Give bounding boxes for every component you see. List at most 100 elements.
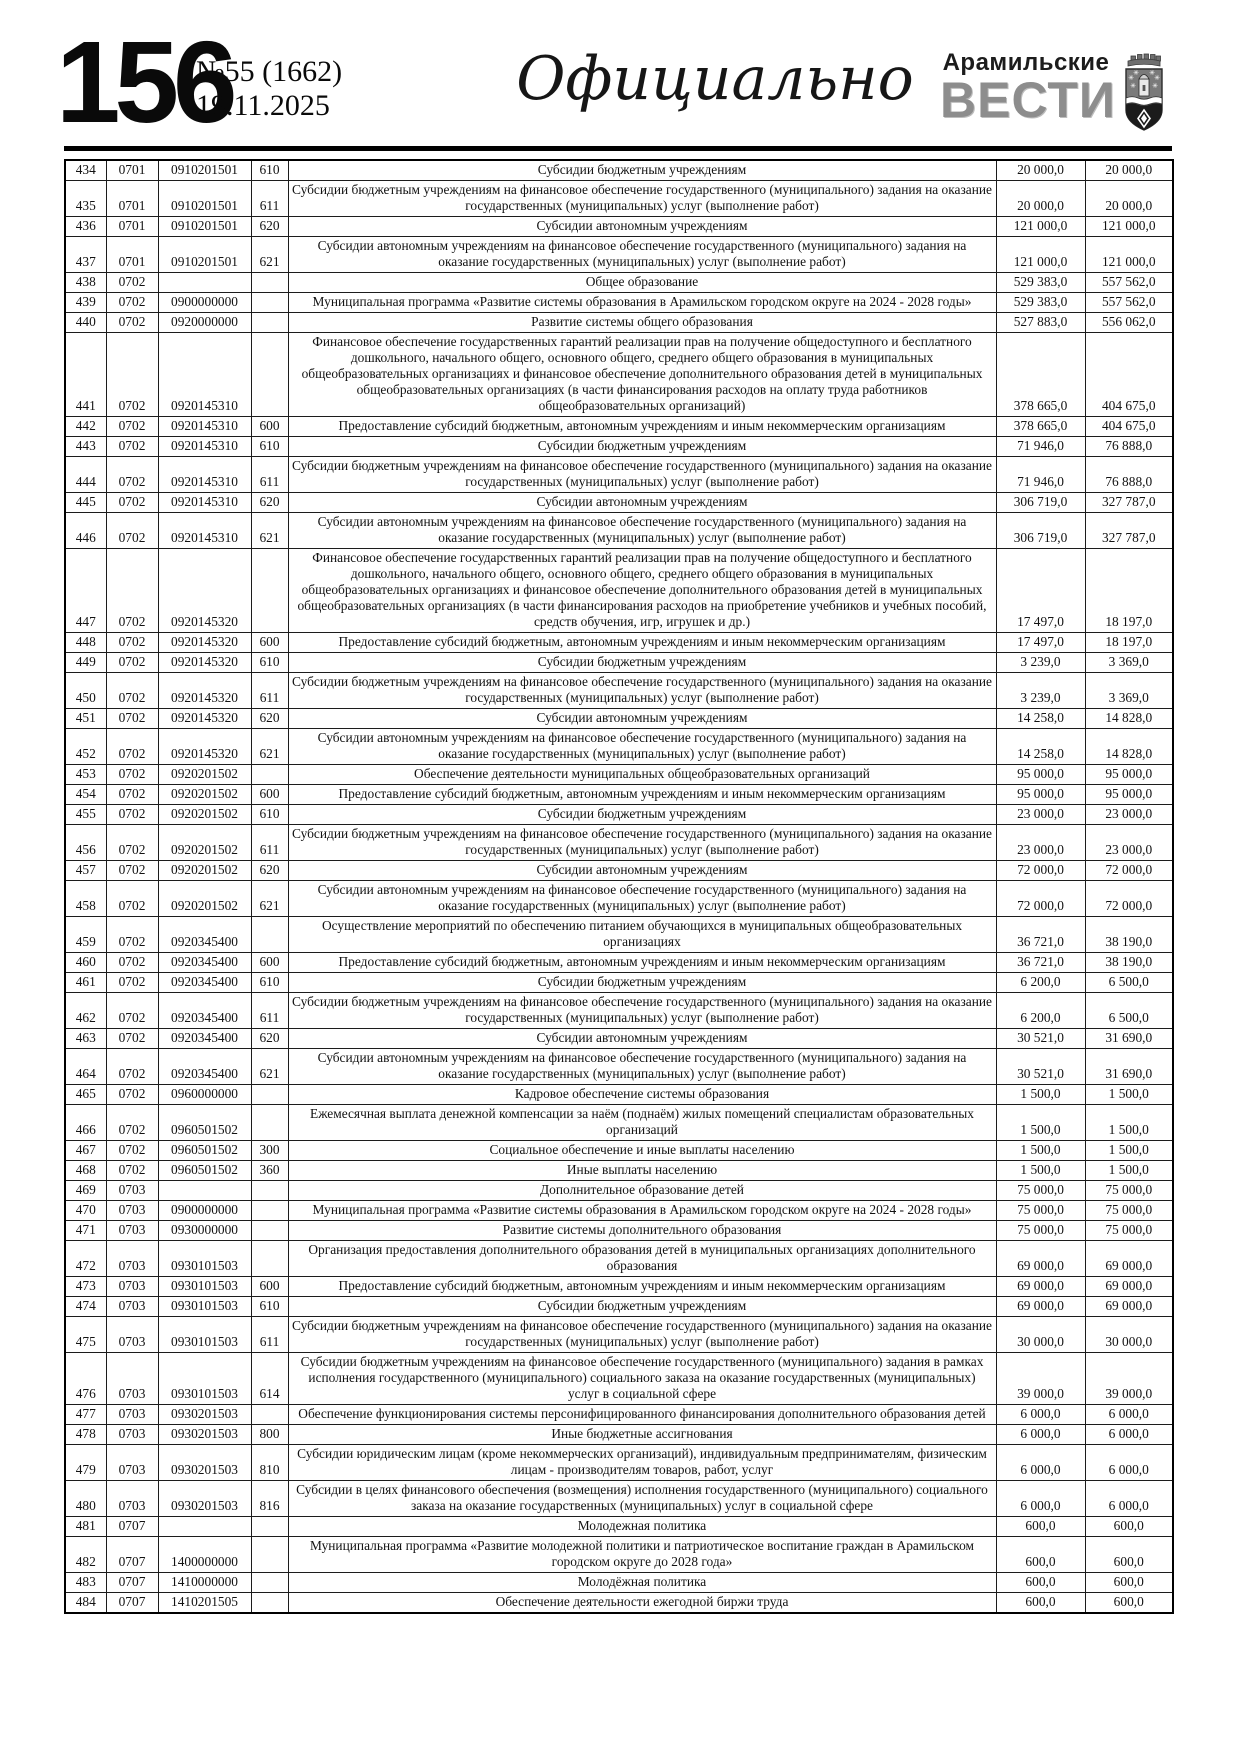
- amount-2-cell: 600,0: [1084, 1516, 1174, 1537]
- expense-type-code-cell: [250, 1572, 289, 1593]
- target-article-code-cell: 0930201503: [157, 1480, 252, 1517]
- amount-1-cell: 95 000,0: [995, 784, 1086, 805]
- amount-2-cell: 39 000,0: [1084, 1352, 1174, 1405]
- budget-table-row: 445 0702 0920145310 620 Субсидии автономным …: [64, 492, 1174, 513]
- expense-type-code-cell: [250, 292, 289, 313]
- expense-type-code-cell: 600: [250, 416, 289, 437]
- section-code-cell: 0702: [105, 764, 159, 785]
- expense-type-code-cell: 810: [250, 1444, 289, 1481]
- expense-type-code-cell: 610: [250, 159, 289, 181]
- amount-1-cell: 6 200,0: [995, 972, 1086, 993]
- amount-1-cell: 75 000,0: [995, 1180, 1086, 1201]
- amount-1-cell: 6 000,0: [995, 1480, 1086, 1517]
- target-article-code-cell: 0920145310: [157, 436, 252, 457]
- row-number-cell: 455: [64, 804, 107, 825]
- target-article-code-cell: 0920145320: [157, 728, 252, 765]
- amount-1-cell: 306 719,0: [995, 492, 1086, 513]
- section-code-cell: 0702: [105, 784, 159, 805]
- budget-table-row: 483 0707 1410000000 Молодёжная политика 600,…: [64, 1572, 1174, 1593]
- expense-description-cell: Субсидии бюджетным учреждениям: [287, 804, 997, 825]
- expense-description-cell: Субсидии автономным учреждениям на финан…: [287, 512, 997, 549]
- budget-table-row: 472 0703 0930101503 Организация предоставле…: [64, 1240, 1174, 1277]
- section-code-cell: 0702: [105, 1084, 159, 1105]
- expense-type-code-cell: 621: [250, 236, 289, 273]
- expense-type-code-cell: 816: [250, 1480, 289, 1517]
- section-code-cell: 0702: [105, 436, 159, 457]
- section-code-cell: 0702: [105, 332, 159, 417]
- expense-description-cell: Субсидии бюджетным учреждениям на финанс…: [287, 1316, 997, 1353]
- svg-text:✳: ✳: [1152, 82, 1158, 90]
- target-article-code-cell: 0960501502: [157, 1104, 252, 1141]
- expense-type-code-cell: 610: [250, 804, 289, 825]
- target-article-code-cell: 0910201501: [157, 180, 252, 217]
- amount-2-cell: 6 500,0: [1084, 992, 1174, 1029]
- row-number-cell: 442: [64, 416, 107, 437]
- amount-2-cell: 18 197,0: [1084, 632, 1174, 653]
- expense-type-code-cell: [250, 1240, 289, 1277]
- amount-1-cell: 600,0: [995, 1572, 1086, 1593]
- target-article-code-cell: 0930101503: [157, 1240, 252, 1277]
- target-article-code-cell: [157, 1180, 252, 1201]
- budget-table-row: 458 0702 0920201502 621 Субсидии автономным …: [64, 880, 1174, 917]
- target-article-code-cell: 0930201503: [157, 1424, 252, 1445]
- expense-description-cell: Иные выплаты населению: [287, 1160, 997, 1181]
- page-number: 156: [56, 17, 238, 147]
- expense-description-cell: Социальное обеспечение и иные выплаты на…: [287, 1140, 997, 1161]
- target-article-code-cell: 0920201502: [157, 860, 252, 881]
- amount-2-cell: 6 000,0: [1084, 1404, 1174, 1425]
- target-article-code-cell: 1410201505: [157, 1592, 252, 1614]
- target-article-code-cell: 0920145310: [157, 416, 252, 437]
- target-article-code-cell: 0930201503: [157, 1404, 252, 1425]
- row-number-cell: 483: [64, 1572, 107, 1593]
- svg-text:✳: ✳: [1154, 74, 1160, 82]
- expense-description-cell: Субсидии автономным учреждениям: [287, 1028, 997, 1049]
- amount-1-cell: 30 000,0: [995, 1316, 1086, 1353]
- amount-2-cell: 1 500,0: [1084, 1140, 1174, 1161]
- row-number-cell: 478: [64, 1424, 107, 1445]
- section-code-cell: 0703: [105, 1352, 159, 1405]
- expense-type-code-cell: 611: [250, 456, 289, 493]
- row-number-cell: 436: [64, 216, 107, 237]
- expense-description-cell: Обеспечение функционирования системы пер…: [287, 1404, 997, 1425]
- row-number-cell: 461: [64, 972, 107, 993]
- expense-type-code-cell: 621: [250, 880, 289, 917]
- section-code-cell: 0702: [105, 916, 159, 953]
- amount-2-cell: 95 000,0: [1084, 764, 1174, 785]
- amount-2-cell: 14 828,0: [1084, 728, 1174, 765]
- amount-1-cell: 23 000,0: [995, 804, 1086, 825]
- target-article-code-cell: 0920345400: [157, 916, 252, 953]
- expense-type-code-cell: 300: [250, 1140, 289, 1161]
- budget-table-row: 443 0702 0920145310 610 Субсидии бюджетным у…: [64, 436, 1174, 457]
- amount-1-cell: 6 000,0: [995, 1424, 1086, 1445]
- budget-table-row: 451 0702 0920145320 620 Субсидии автономным …: [64, 708, 1174, 729]
- row-number-cell: 453: [64, 764, 107, 785]
- budget-table-row: 465 0702 0960000000 Кадровое обеспечение си…: [64, 1084, 1174, 1105]
- budget-table-row: 463 0702 0920345400 620 Субсидии автономным …: [64, 1028, 1174, 1049]
- amount-1-cell: 600,0: [995, 1536, 1086, 1573]
- target-article-code-cell: 0920145310: [157, 332, 252, 417]
- amount-1-cell: 71 946,0: [995, 456, 1086, 493]
- row-number-cell: 445: [64, 492, 107, 513]
- expense-description-cell: Кадровое обеспечение системы образования: [287, 1084, 997, 1105]
- expense-type-code-cell: [250, 1592, 289, 1614]
- budget-table-row: 434 0701 0910201501 610 Субсидии бюджетным у…: [64, 159, 1174, 181]
- budget-table-row: 473 0703 0930101503 600 Предоставление субси…: [64, 1276, 1174, 1297]
- expense-description-cell: Субсидии бюджетным учреждениям: [287, 652, 997, 673]
- section-code-cell: 0702: [105, 1160, 159, 1181]
- target-article-code-cell: 0930101503: [157, 1296, 252, 1317]
- section-code-cell: 0702: [105, 1140, 159, 1161]
- section-code-cell: 0703: [105, 1404, 159, 1425]
- expense-type-code-cell: 620: [250, 708, 289, 729]
- section-code-cell: 0702: [105, 652, 159, 673]
- expense-description-cell: Субсидии бюджетным учреждениям: [287, 972, 997, 993]
- row-number-cell: 473: [64, 1276, 107, 1297]
- expense-type-code-cell: 800: [250, 1424, 289, 1445]
- budget-table-row: 470 0703 0900000000 Муниципальная программа…: [64, 1200, 1174, 1221]
- expense-type-code-cell: 611: [250, 992, 289, 1029]
- expense-description-cell: Обеспечение деятельности муниципальных о…: [287, 764, 997, 785]
- expense-type-code-cell: 610: [250, 1296, 289, 1317]
- expense-description-cell: Субсидии автономным учреждениям: [287, 492, 997, 513]
- expense-type-code-cell: [250, 312, 289, 333]
- expense-description-cell: Дополнительное образование детей: [287, 1180, 997, 1201]
- target-article-code-cell: 0930101503: [157, 1316, 252, 1353]
